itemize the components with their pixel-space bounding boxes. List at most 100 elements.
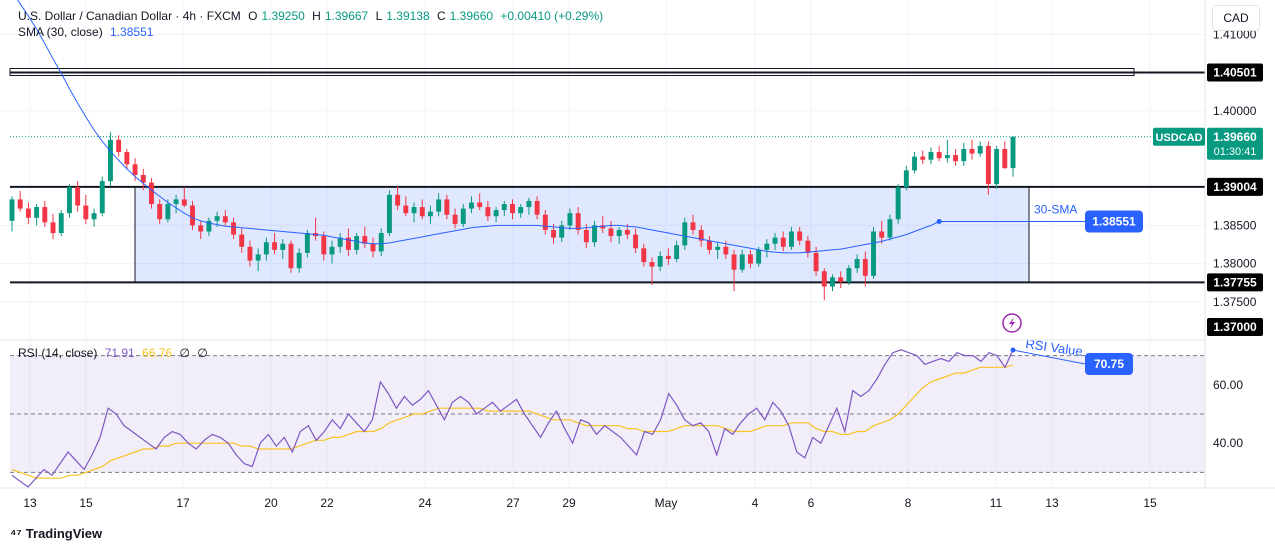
sma-legend-label: SMA (30, close) [18, 25, 103, 39]
x-tick-label: 22 [320, 496, 334, 510]
candle-body [345, 237, 351, 250]
candle-body [879, 231, 885, 238]
candle-body [551, 229, 556, 238]
candle-body [436, 199, 442, 212]
candle-body [715, 246, 721, 250]
candle-body [452, 214, 458, 224]
candle-body [838, 277, 844, 282]
candle-body [124, 152, 130, 165]
candle-body [920, 156, 926, 160]
candle-body [797, 231, 803, 241]
candle-body [953, 155, 959, 162]
sma-legend[interactable]: SMA (30, close) 1.38551 [18, 25, 157, 39]
tradingview-logo-icon: ⁴⁷ [10, 526, 22, 541]
candle-body [190, 205, 195, 226]
rsi-ma-line [11, 364, 1014, 479]
candle-body [583, 229, 589, 243]
open-label: O [248, 9, 258, 23]
candle-body [1002, 148, 1008, 169]
candle-body [321, 236, 327, 255]
x-tick-label: 15 [1143, 496, 1157, 510]
candle-body [723, 246, 729, 255]
rsi-ma-legend-value: 66.76 [142, 346, 173, 360]
candle-body [789, 231, 794, 247]
candle-body [337, 237, 343, 247]
candle-body [977, 145, 983, 154]
candle-body [780, 237, 786, 247]
candle-body [608, 228, 614, 237]
low-value: 1.39138 [386, 9, 430, 23]
sma-anno-value: 1.38551 [1092, 214, 1136, 228]
candle-body [756, 249, 762, 264]
tradingview-logo-text: TradingView [25, 526, 103, 541]
candle-body [460, 208, 466, 224]
candle-body [682, 222, 688, 246]
candle-body [296, 252, 302, 269]
change-value: +0.00410 (+0.29%) [500, 9, 604, 23]
candle-body [624, 229, 630, 235]
rsi-legend-extra1: ∅ [179, 346, 190, 360]
candle-body [403, 205, 409, 214]
candle-body [747, 254, 753, 264]
close-value: 1.39660 [449, 9, 494, 23]
y-tick-label: 1.40000 [1213, 104, 1257, 118]
y-tick-label: 1.38000 [1213, 257, 1257, 271]
consolidation-range-box [134, 186, 1030, 283]
candle-body [288, 243, 294, 269]
rsi-legend-value: 71.91 [104, 346, 135, 360]
level-label-text: 1.37755 [1213, 275, 1257, 289]
x-tick-label: 13 [1045, 496, 1059, 510]
candle-body [411, 207, 417, 214]
rsi-anno-line [1012, 349, 1086, 365]
level-label-box [1207, 273, 1263, 292]
candle-body [846, 268, 852, 282]
candle-body [821, 271, 827, 287]
tradingview-logo[interactable]: ⁴⁷ TradingView [10, 526, 102, 541]
candle-body [247, 246, 253, 261]
candle-body [1010, 136, 1016, 169]
candle-body [206, 220, 212, 232]
candle-body [50, 222, 56, 234]
x-tick-label: 15 [79, 496, 93, 510]
y-tick-label: 1.38500 [1213, 218, 1257, 232]
candle-body [805, 240, 811, 253]
candle-body [329, 246, 335, 255]
rsi-tick-label: 40.00 [1213, 436, 1243, 450]
lightning-icon[interactable] [1002, 313, 1022, 333]
currency-button[interactable]: CAD [1212, 5, 1260, 31]
level-label-box [1207, 318, 1263, 336]
open-value: 1.39250 [261, 9, 305, 23]
x-tick-label: 8 [905, 496, 912, 510]
candle-body [903, 170, 909, 188]
candle-body [616, 229, 622, 237]
candle-body [165, 204, 171, 220]
symbol-header: U.S. Dollar / Canadian Dollar · 4h · FXC… [18, 9, 607, 23]
level-lines [10, 71, 1205, 284]
candle-body [83, 205, 89, 220]
candle-body [362, 236, 368, 244]
high-label: H [312, 9, 321, 23]
candle-body [214, 216, 220, 221]
candle-body [107, 139, 113, 182]
candle-body [518, 207, 524, 214]
countdown-text: 01:30:41 [1214, 146, 1257, 158]
candle-body [181, 199, 187, 206]
candle-body [969, 148, 975, 154]
candle-body [58, 213, 64, 234]
candle-body [600, 225, 606, 229]
rsi-legend[interactable]: RSI (14, close) 71.91 66.76 ∅ ∅ [18, 346, 212, 360]
y-tick-label: 1.37500 [1213, 295, 1257, 309]
candle-body [419, 207, 425, 217]
level-label-box [1207, 63, 1263, 82]
time-axis[interactable]: 13 15 17 20 22 24 27 29 May 4 6 8 11 13 15 [23, 496, 1157, 510]
candle-body [140, 174, 146, 183]
candle-body [42, 207, 48, 223]
symbol-title[interactable]: U.S. Dollar / Canadian Dollar · 4h · FXC… [18, 9, 241, 23]
x-tick-label: 24 [418, 496, 432, 510]
last-price-label: USDCAD 1.39660 01:30:41 [1153, 127, 1263, 160]
rsi-axis[interactable]: 60.00 40.00 [1213, 378, 1243, 450]
candle-body [272, 242, 278, 250]
candle-body [641, 248, 647, 263]
candle-body [116, 139, 122, 153]
